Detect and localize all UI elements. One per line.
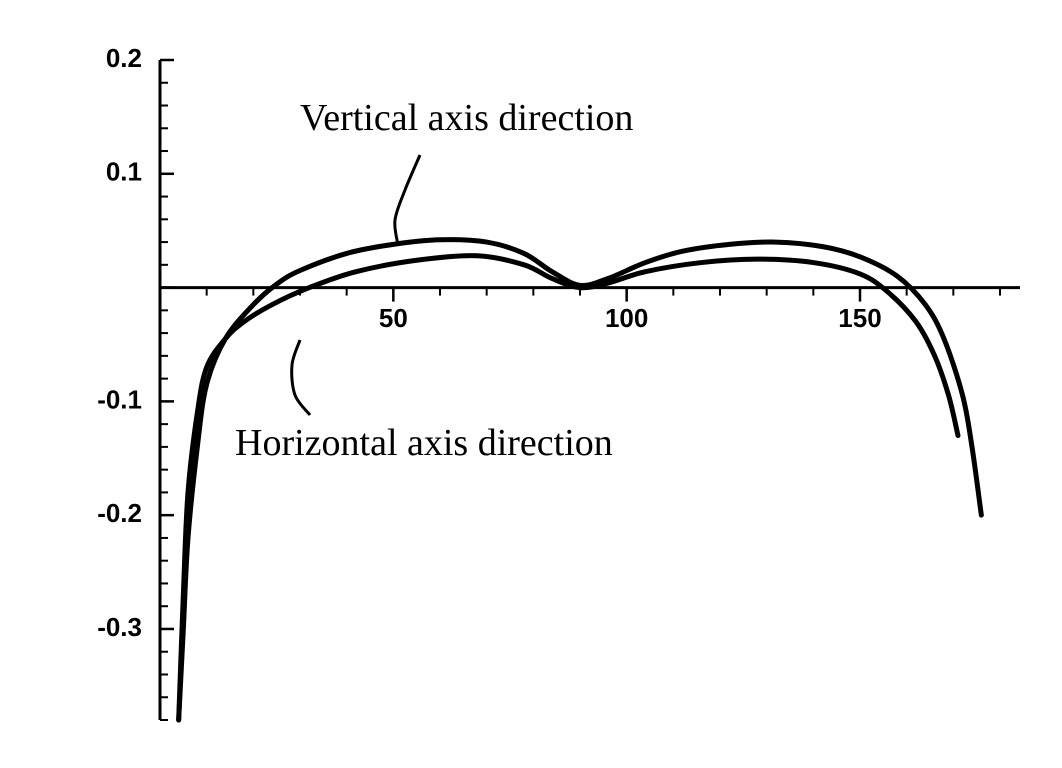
x-tick-label: 150 [838, 303, 881, 333]
y-tick-label: -0.2 [97, 498, 142, 528]
x-tick-label: 50 [379, 303, 408, 333]
label-horizontal: Horizontal axis direction [235, 422, 613, 464]
line-chart: 0.2 0.1 -0.1 -0.2 -0.3 50 100 150 Vertical axis … [0, 0, 1062, 768]
y-tick-label: 0.1 [106, 157, 142, 187]
y-tick-label: 0.2 [106, 43, 142, 73]
label-vertical: Vertical axis direction [300, 97, 633, 139]
y-tick-label: -0.1 [97, 384, 142, 414]
y-tick-label: -0.3 [97, 612, 142, 642]
x-tick-label: 100 [605, 303, 648, 333]
chart-svg: 0.2 0.1 -0.1 -0.2 -0.3 50 100 150 Vertical axis … [0, 0, 1062, 768]
